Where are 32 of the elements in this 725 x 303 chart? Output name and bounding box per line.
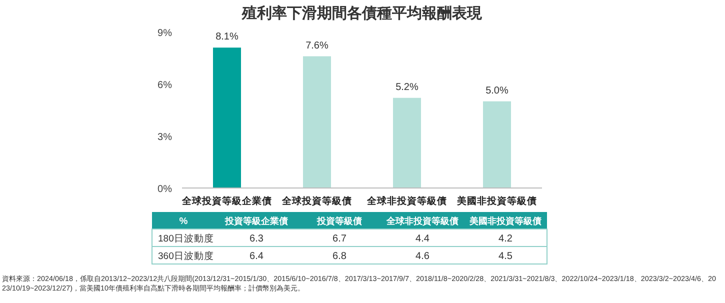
data-label: 6.4: [250, 251, 264, 262]
y-tick-label: 0%: [158, 184, 172, 195]
y-tick-label: 360日波動度: [158, 250, 214, 262]
y-tick-label: 3%: [158, 132, 172, 143]
data-label: 4.4: [416, 234, 430, 244]
data-label: 4.5: [498, 251, 513, 262]
data-label: 6.8: [332, 251, 347, 262]
data-label: 6.7: [332, 234, 347, 244]
y-tick-label: 9%: [158, 28, 172, 39]
x-tick-label: 投資等級企業債: [224, 216, 288, 226]
y-tick-label: 180日波動度: [158, 232, 214, 244]
y-tick-label: 6%: [158, 80, 172, 91]
x-tick-label: 全球非投資等級債: [386, 216, 458, 226]
bar: [213, 48, 241, 188]
data-label: 6.3: [250, 234, 264, 244]
x-tick-label: 全球非投資等級債: [366, 195, 447, 207]
data-label: 8.1%: [216, 32, 239, 43]
x-tick-label: 投資等級債: [316, 216, 362, 226]
data-label: 5.2%: [396, 82, 419, 93]
bar: [483, 101, 511, 188]
x-tick-label: 美國非投資等級債: [468, 216, 542, 226]
x-tick-label: 全球投資等級企業債: [181, 195, 272, 207]
bar: [303, 56, 331, 188]
chart-title: 殖利率下滑期間各債種平均報酬表現: [241, 4, 483, 22]
data-label: 4.6: [416, 251, 430, 262]
x-tick-label: 美國非投資等級債: [456, 195, 537, 207]
data-label: 4.2: [498, 234, 513, 244]
data-label: 5.0%: [486, 85, 509, 96]
data-label: 7.6%: [306, 40, 329, 52]
bar: [393, 98, 421, 188]
x-tick-label: 全球投資等級債: [281, 195, 352, 207]
chart-title: %: [179, 216, 188, 227]
